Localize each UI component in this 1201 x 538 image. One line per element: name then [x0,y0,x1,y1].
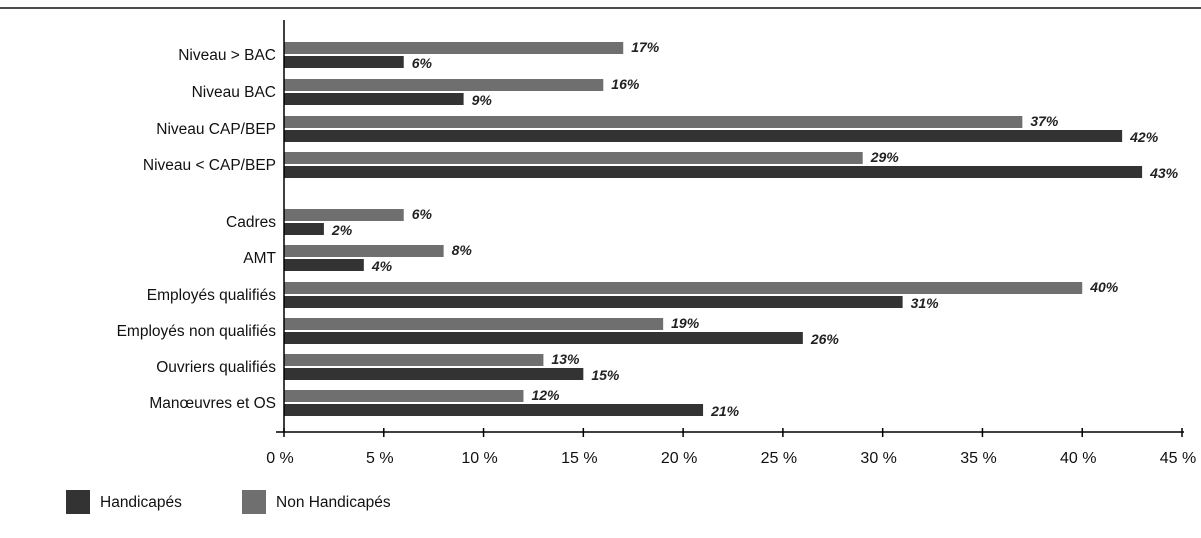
category-label-cat-0: Niveau > BAC [178,47,276,64]
bar-non-handicapes-cat-8 [284,354,544,366]
bar-handicapes-cat-6 [284,296,903,308]
bar-non-handicapes-cat-2 [284,116,1023,128]
bar-handicapes-cat-8 [284,368,584,380]
bar-handicapes-cat-0 [284,56,404,68]
value-label-non-handicapes-cat-5: 8% [452,242,473,258]
value-label-non-handicapes-cat-3: 29% [870,149,900,165]
value-label-handicapes-cat-1: 9% [472,92,493,108]
bar-handicapes-cat-4 [284,223,324,235]
value-label-handicapes-cat-6: 31% [911,295,940,311]
bar-handicapes-cat-2 [284,130,1123,142]
category-label-cat-9: Manœuvres et OS [149,395,276,412]
category-label-cat-2: Niveau CAP/BEP [156,121,276,138]
x-tick-label-9: 45 % [1160,450,1196,467]
x-tick-label-0: 0 % [266,450,294,467]
bar-non-handicapes-cat-6 [284,282,1083,294]
category-label-cat-4: Cadres [226,214,276,231]
x-tick-label-2: 10 % [461,450,497,467]
bar-non-handicapes-cat-7 [284,318,664,330]
legend-label-handicapes: Handicapés [100,494,182,511]
value-label-handicapes-cat-7: 26% [810,331,840,347]
bar-handicapes-cat-3 [284,166,1143,178]
x-tick-label-1: 5 % [366,450,394,467]
value-label-non-handicapes-cat-7: 19% [671,315,700,331]
bar-non-handicapes-cat-9 [284,390,524,402]
value-label-non-handicapes-cat-1: 16% [611,76,640,92]
value-label-handicapes-cat-4: 2% [331,222,353,238]
bar-non-handicapes-cat-0 [284,42,624,54]
bar-non-handicapes-cat-1 [284,79,604,91]
bar-handicapes-cat-5 [284,259,364,271]
category-label-cat-6: Employés qualifiés [147,287,276,304]
x-tick-label-6: 30 % [860,450,896,467]
legend-swatch-non-handicapes [242,490,266,514]
value-label-non-handicapes-cat-8: 13% [551,351,580,367]
x-tick-label-8: 40 % [1060,450,1096,467]
x-tick-label-7: 35 % [960,450,996,467]
bar-non-handicapes-cat-5 [284,245,444,257]
category-label-cat-5: AMT [243,250,276,267]
bar-non-handicapes-cat-4 [284,209,404,221]
value-label-handicapes-cat-8: 15% [591,367,620,383]
bar-handicapes-cat-7 [284,332,803,344]
category-label-cat-3: Niveau < CAP/BEP [143,157,276,174]
value-label-handicapes-cat-0: 6% [412,55,433,71]
category-label-cat-1: Niveau BAC [192,84,276,101]
bar-handicapes-cat-1 [284,93,464,105]
value-label-non-handicapes-cat-6: 40% [1089,279,1119,295]
value-label-handicapes-cat-5: 4% [371,258,393,274]
x-tick-label-4: 20 % [661,450,697,467]
legend-label-non-handicapes: Non Handicapés [276,494,391,511]
legend: Handicapés Non Handicapés [66,490,391,514]
x-tick-label-5: 25 % [761,450,797,467]
value-label-handicapes-cat-3: 43% [1149,165,1179,181]
category-label-cat-7: Employés non qualifiés [117,323,277,340]
x-tick-label-3: 15 % [561,450,597,467]
legend-swatch-handicapes [66,490,90,514]
value-label-handicapes-cat-9: 21% [710,403,740,419]
value-label-non-handicapes-cat-9: 12% [531,387,560,403]
value-label-handicapes-cat-2: 42% [1129,129,1159,145]
category-label-cat-8: Ouvriers qualifiés [156,359,276,376]
bar-handicapes-cat-9 [284,404,704,416]
bar-non-handicapes-cat-3 [284,152,863,164]
value-label-non-handicapes-cat-4: 6% [412,206,433,222]
value-label-non-handicapes-cat-2: 37% [1030,113,1059,129]
value-label-non-handicapes-cat-0: 17% [631,39,660,55]
